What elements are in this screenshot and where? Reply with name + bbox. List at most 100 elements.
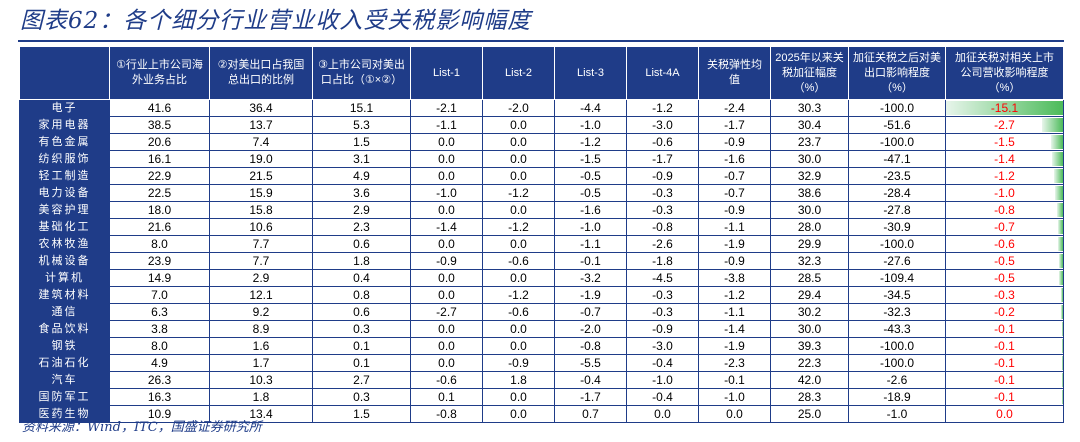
export-impact-cell: -18.9 bbox=[848, 388, 946, 406]
list-4a-cell: -4.5 bbox=[626, 269, 699, 287]
elasticity-cell: -2.4 bbox=[698, 99, 771, 117]
list-2-cell: 1.8 bbox=[482, 371, 555, 389]
list-3-cell: -0.5 bbox=[554, 184, 627, 202]
revenue-impact-cell: -1.4 bbox=[945, 150, 1064, 168]
table-row: 钢铁 8.0 1.6 0.1 0.0 0.0 -0.8 -3.0 -1.9 39.3 -100.0-… bbox=[19, 337, 1064, 355]
export-impact-cell: -27.8 bbox=[848, 201, 946, 219]
export-impact-cell: -100.0 bbox=[848, 337, 946, 355]
export-impact-cell: -2.6 bbox=[848, 371, 946, 389]
export-impact-cell: -109.4 bbox=[848, 269, 946, 287]
table-row: 医药生物 10.9 13.4 1.5 -0.8 0.0 0.7 0.0 0.0 25.0 -1.0 0… bbox=[19, 405, 1064, 423]
export-impact-cell: -43.3 bbox=[848, 320, 946, 338]
list-2-cell: 0.0 bbox=[482, 133, 555, 151]
overseas-share-cell: 4.9 bbox=[109, 354, 210, 372]
table-row: 电子 41.6 36.4 15.1 -2.1 -2.0 -4.4 -1.2 -2.4 30.3 -1… bbox=[19, 99, 1064, 117]
industry-cell: 石油石化 bbox=[19, 354, 110, 372]
export-impact-cell: -30.9 bbox=[848, 218, 946, 236]
tariff-impact-table: ①行业上市公司海外业务占比 ②对美出口占我国总出口的比例 ③上市公司对美出口占比… bbox=[19, 46, 1064, 423]
list-4a-cell: -3.0 bbox=[626, 116, 699, 134]
revenue-impact-cell: -2.7 bbox=[945, 116, 1064, 134]
tariff-increase-cell: 22.3 bbox=[770, 354, 849, 372]
impact-bar bbox=[1055, 186, 1063, 200]
tariff-increase-cell: 28.0 bbox=[770, 218, 849, 236]
elasticity-cell: -1.9 bbox=[698, 337, 771, 355]
impact-value: -1.2 bbox=[994, 169, 1015, 183]
elasticity-cell: -0.7 bbox=[698, 167, 771, 185]
table-row: 石油石化 4.9 1.7 0.1 0.0 -0.9 -5.5 -0.4 -2.3 22.3 -100… bbox=[19, 354, 1064, 372]
tariff-increase-cell: 32.3 bbox=[770, 252, 849, 270]
list-2-cell: -0.9 bbox=[482, 354, 555, 372]
overseas-share-cell: 22.9 bbox=[109, 167, 210, 185]
list-4a-cell: -0.9 bbox=[626, 167, 699, 185]
us-export-ratio-cell: 9.2 bbox=[209, 303, 313, 321]
impact-bar bbox=[1062, 322, 1063, 336]
industry-cell: 汽车 bbox=[19, 371, 110, 389]
tariff-increase-cell: 25.0 bbox=[770, 405, 849, 423]
list-2-cell: 0.0 bbox=[482, 201, 555, 219]
export-impact-cell: -100.0 bbox=[848, 354, 946, 372]
impact-bar bbox=[1059, 271, 1063, 285]
industry-cell: 纺织服饰 bbox=[19, 150, 110, 168]
table-row: 轻工制造 22.9 21.5 4.9 0.0 0.0 -0.5 -0.9 -0.7 32.9 -23… bbox=[19, 167, 1064, 185]
list-1-cell: 0.0 bbox=[410, 133, 483, 151]
elasticity-cell: -0.7 bbox=[698, 184, 771, 202]
elasticity-cell: -1.4 bbox=[698, 320, 771, 338]
revenue-impact-cell: -1.0 bbox=[945, 184, 1064, 202]
overseas-share-cell: 8.0 bbox=[109, 235, 210, 253]
header-us-export-ratio: ②对美出口占我国总出口的比例 bbox=[209, 46, 313, 100]
export-impact-cell: -28.4 bbox=[848, 184, 946, 202]
impact-bar bbox=[1056, 203, 1063, 217]
industry-cell: 电子 bbox=[19, 99, 110, 117]
table-row: 建筑材料 7.0 12.1 0.8 0.0 -1.2 -1.9 -0.3 -1.2 29.4 -34… bbox=[19, 286, 1064, 304]
list-1-cell: 0.0 bbox=[410, 320, 483, 338]
tariff-increase-cell: 32.9 bbox=[770, 167, 849, 185]
list-1-cell: 0.1 bbox=[410, 388, 483, 406]
list-2-cell: -2.0 bbox=[482, 99, 555, 117]
elasticity-cell: 0.0 bbox=[698, 405, 771, 423]
us-export-share-cell: 0.3 bbox=[312, 388, 411, 406]
industry-cell: 基础化工 bbox=[19, 218, 110, 236]
list-4a-cell: -0.3 bbox=[626, 303, 699, 321]
us-export-ratio-cell: 7.7 bbox=[209, 235, 313, 253]
impact-value: -0.1 bbox=[994, 322, 1015, 336]
us-export-ratio-cell: 12.1 bbox=[209, 286, 313, 304]
us-export-share-cell: 2.9 bbox=[312, 201, 411, 219]
tariff-increase-cell: 30.0 bbox=[770, 150, 849, 168]
tariff-increase-cell: 28.3 bbox=[770, 388, 849, 406]
list-3-cell: -1.0 bbox=[554, 218, 627, 236]
overseas-share-cell: 16.3 bbox=[109, 388, 210, 406]
list-3-cell: -1.9 bbox=[554, 286, 627, 304]
header-us-export-share: ③上市公司对美出口占比（①×②） bbox=[312, 46, 411, 100]
list-3-cell: -1.1 bbox=[554, 235, 627, 253]
industry-cell: 有色金属 bbox=[19, 133, 110, 151]
elasticity-cell: -1.2 bbox=[698, 286, 771, 304]
header-list-1: List-1 bbox=[410, 46, 483, 100]
impact-bar bbox=[1062, 356, 1063, 370]
overseas-share-cell: 14.9 bbox=[109, 269, 210, 287]
us-export-ratio-cell: 1.6 bbox=[209, 337, 313, 355]
impact-bar bbox=[1060, 288, 1063, 302]
list-4a-cell: -1.7 bbox=[626, 150, 699, 168]
impact-value: -0.6 bbox=[994, 237, 1015, 251]
us-export-ratio-cell: 7.7 bbox=[209, 252, 313, 270]
impact-value: -0.1 bbox=[994, 373, 1015, 387]
list-2-cell: 0.0 bbox=[482, 150, 555, 168]
impact-value: 0.0 bbox=[996, 407, 1013, 421]
industry-cell: 食品饮料 bbox=[19, 320, 110, 338]
us-export-share-cell: 2.7 bbox=[312, 371, 411, 389]
impact-value: -0.3 bbox=[994, 288, 1015, 302]
export-impact-cell: -100.0 bbox=[848, 99, 946, 117]
table-row: 美容护理 18.0 15.8 2.9 0.0 0.0 -1.6 -0.3 -0.9 30.0 -27… bbox=[19, 201, 1064, 219]
revenue-impact-cell: -0.8 bbox=[945, 201, 1064, 219]
us-export-ratio-cell: 10.3 bbox=[209, 371, 313, 389]
list-1-cell: -1.4 bbox=[410, 218, 483, 236]
revenue-impact-cell: -1.2 bbox=[945, 167, 1064, 185]
us-export-ratio-cell: 8.9 bbox=[209, 320, 313, 338]
header-list-2: List-2 bbox=[482, 46, 555, 100]
list-2-cell: 0.0 bbox=[482, 405, 555, 423]
us-export-share-cell: 2.3 bbox=[312, 218, 411, 236]
industry-cell: 医药生物 bbox=[19, 405, 110, 423]
industry-cell: 钢铁 bbox=[19, 337, 110, 355]
list-4a-cell: -0.9 bbox=[626, 320, 699, 338]
impact-value: -0.5 bbox=[994, 254, 1015, 268]
